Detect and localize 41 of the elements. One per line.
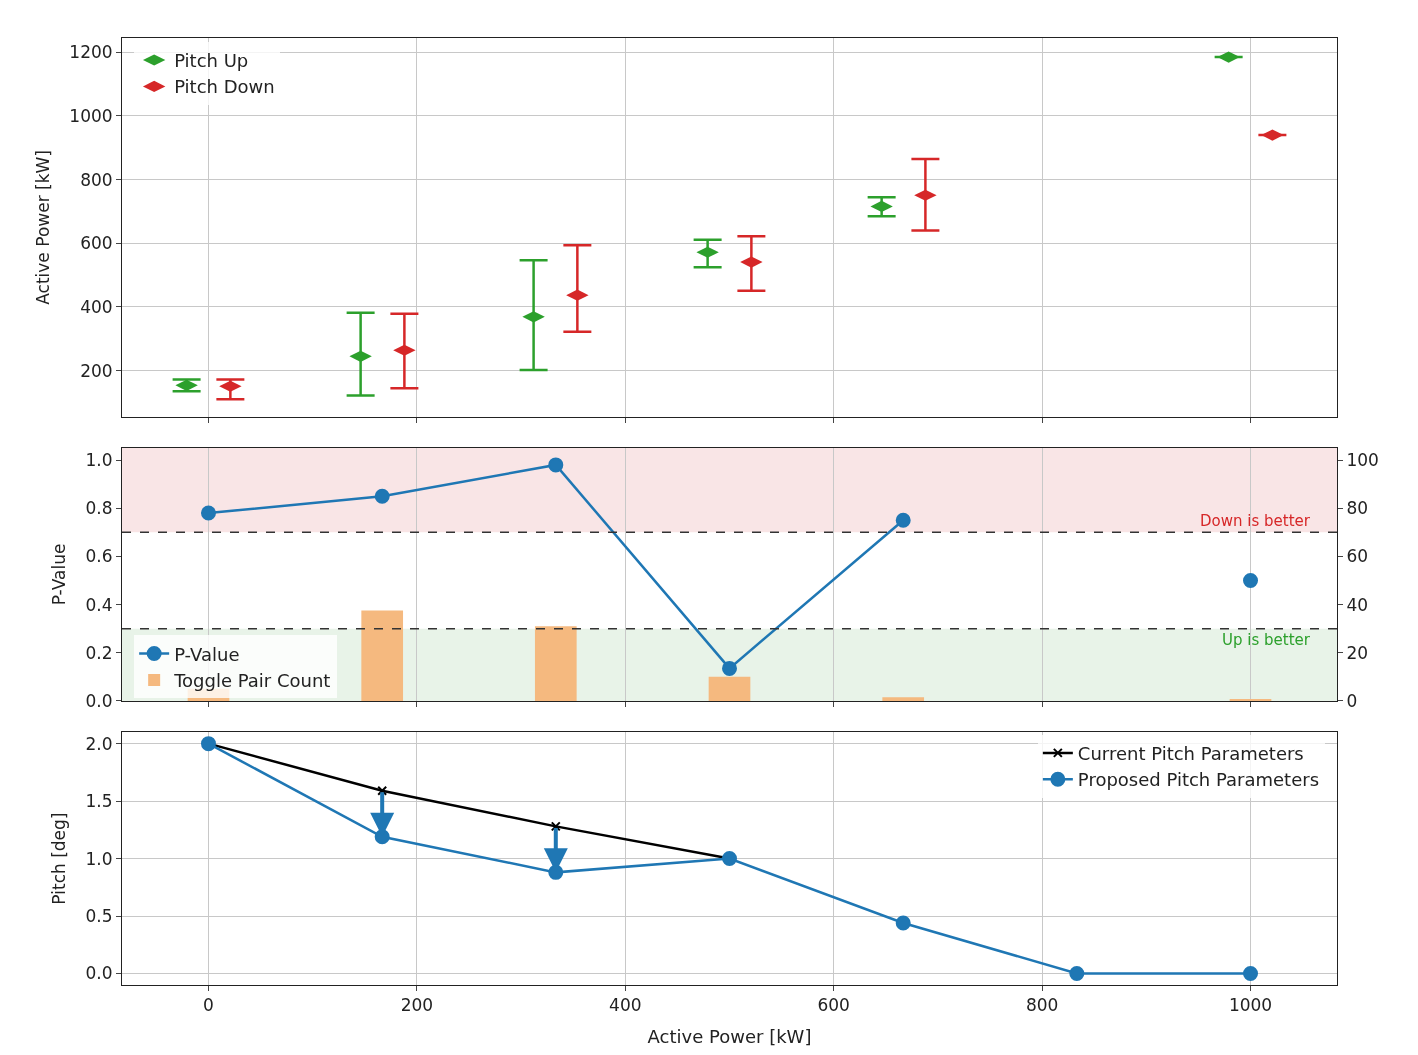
y2-tick-label: 60 (1346, 546, 1369, 567)
y-tick-label: 1.0 (85, 450, 113, 471)
y-tick-label: 800 (80, 169, 113, 190)
y-tick-label: 0.2 (85, 642, 113, 663)
legend-label: Proposed Pitch Parameters (1077, 769, 1320, 791)
x-tick-label: 600 (817, 995, 850, 1016)
y2-tick-label: 100 (1346, 450, 1379, 471)
x-tick-label: 1000 (1228, 995, 1273, 1016)
y-axis-title: P-Value (49, 543, 70, 606)
x-tick-label: 200 (400, 995, 434, 1016)
y2-tick-label: 40 (1346, 594, 1369, 615)
y-tick-label: 0.0 (85, 963, 113, 984)
band-label: Up is better (1222, 631, 1311, 649)
y-tick-label: 0.6 (85, 546, 113, 567)
y-tick-label: 0.8 (85, 498, 113, 519)
y-axis-title: Active Power [kW] (32, 150, 53, 305)
y2-tick-label: 80 (1346, 498, 1369, 519)
y-tick-label: 1200 (69, 42, 113, 63)
y-tick-label: 200 (80, 360, 113, 381)
y-axis-title: Pitch [deg] (49, 812, 70, 905)
band-label: Down is better (1200, 512, 1311, 530)
legend-label: P-Value (174, 643, 240, 665)
x-tick-label: 0 (203, 995, 214, 1016)
y-tick-label: 0.5 (85, 905, 113, 926)
legend-label: Current Pitch Parameters (1077, 742, 1304, 764)
y-tick-label: 600 (80, 233, 113, 254)
x-tick-label: 800 (1025, 995, 1059, 1016)
x-axis-title: Active Power [kW] (647, 1025, 812, 1047)
y-tick-label: 2.0 (85, 733, 113, 754)
y-tick-label: 1000 (69, 105, 113, 126)
legend-label: Pitch Up (174, 50, 249, 72)
y-tick-label: 0.4 (85, 594, 113, 615)
x-tick-label: 400 (609, 995, 642, 1016)
legend-label: Pitch Down (174, 76, 275, 98)
y-tick-label: 1.0 (85, 848, 113, 869)
y2-tick-label: 0 (1346, 690, 1358, 711)
legend-label: Toggle Pair Count (173, 669, 331, 691)
y-tick-label: 400 (80, 296, 113, 317)
y-tick-label: 1.5 (85, 791, 113, 812)
y2-tick-label: 20 (1346, 642, 1369, 663)
y-tick-label: 0.0 (85, 690, 113, 711)
